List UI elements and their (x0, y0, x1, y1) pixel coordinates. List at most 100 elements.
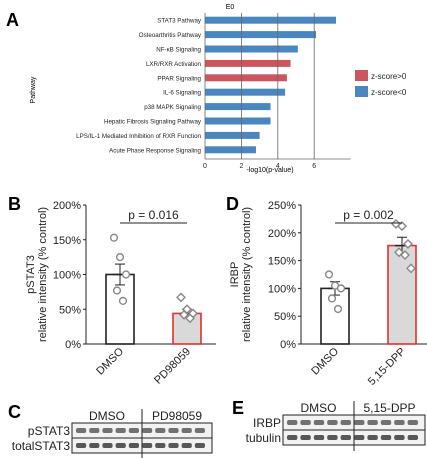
blot-e-row-label: tubulin (246, 431, 281, 445)
blot-e-band (407, 435, 418, 440)
chart-a-legend-label: z-score>0 (371, 72, 407, 81)
blot-e-band (287, 420, 298, 425)
chart-a-bar (205, 117, 271, 125)
chart-a-x-tick-label: 2 (239, 163, 243, 170)
blot-e-group-label: 5,15-DPP (363, 401, 415, 415)
chart-b-x-tick-label: PD98059 (152, 346, 193, 387)
chart-d-x-tick-label: DMSO (309, 345, 341, 377)
chart-a-category-label: LPS/IL-1 Mediated Inhibition of RXR Func… (76, 133, 201, 140)
blot-e-band (287, 435, 298, 440)
chart-d-y-tick-label: 100% (268, 283, 296, 295)
chart-b-y-tick-label: 200% (53, 200, 81, 212)
chart-b-y-tick-label: 150% (53, 235, 81, 247)
chart-b-y-tick-label: 100% (53, 270, 81, 282)
blot-c-group-label: DMSO (89, 409, 125, 423)
chart-a-category-label: LXR/RXR Activation (146, 61, 202, 68)
blot-e-band (313, 420, 325, 425)
blot-c-band (168, 443, 179, 448)
panel-d-irbp-chart: D 0% 50% 100% 150% 200% 250% IRBPrelative inte… (226, 194, 427, 388)
chart-d-y-axis-label-line: relative intensity (% control) (241, 207, 253, 342)
blot-c-band (128, 443, 139, 448)
chart-a-top-label: E0 (226, 4, 235, 11)
chart-a-category-label: PPAR Signaling (157, 75, 201, 82)
panel-b-pstat3-chart: B 0% 50% 100% 150% 200% pSTAT3relative intens… (8, 194, 216, 387)
chart-d-significance-label: p = 0.002 (343, 208, 394, 222)
chart-d-y-tick-label: 0% (280, 339, 296, 351)
chart-a-x-axis-label: -log10(p-value) (246, 167, 293, 174)
chart-a-x-tick-label: 0 (203, 163, 207, 170)
blot-c-band (194, 443, 205, 448)
blot-c-band (181, 428, 192, 433)
blot-c-band (115, 428, 126, 433)
panel-letter-c: C (8, 402, 21, 422)
chart-d-data-point (403, 238, 413, 249)
blot-e-band (394, 435, 405, 440)
chart-a-bar (205, 59, 291, 67)
chart-d-y-tick-label: 50% (274, 311, 296, 323)
blot-e-band (354, 420, 365, 425)
chart-a-legend-swatch (355, 70, 368, 81)
chart-a-x-tick-label: 4 (276, 163, 280, 170)
chart-d-bar (387, 244, 417, 345)
chart-a-bars (205, 16, 337, 154)
blot-c-band (181, 443, 192, 448)
blot-c-band (102, 428, 113, 433)
blot-c-band (76, 443, 87, 448)
chart-b-data-point (115, 253, 125, 262)
chart-d-y-tick-label: 200% (268, 228, 296, 240)
chart-b-y-axis-label-line: relative intensity (% control) (37, 207, 49, 342)
blot-c-row-label: pSTAT3 (28, 424, 71, 438)
chart-b-y-axis-label-line: pSTAT3 (25, 255, 37, 294)
blot-c-group-label: PD98059 (152, 409, 202, 423)
blot-c-band (128, 428, 139, 433)
chart-d-y-tick-label: 150% (268, 256, 296, 268)
panel-letter-b: B (8, 194, 21, 214)
chart-a-legend-label: z-score<0 (371, 88, 407, 97)
blot-e-band (327, 435, 338, 440)
blot-c-band (155, 428, 166, 433)
chart-b-data-point (179, 309, 189, 320)
chart-b-data-point (176, 292, 186, 303)
blot-e-row-label: IRBP (253, 416, 281, 430)
blot-c-band (142, 443, 153, 448)
chart-a-x-tick-label: 6 (312, 163, 316, 170)
chart-a-bar (205, 88, 286, 96)
chart-b-y-tick-label: 50% (59, 304, 81, 316)
panel-a-pathway-chart: A E0 STAT3 Pathway Osteoarthritis Pathway… (6, 4, 407, 174)
chart-a-category-label: STAT3 Pathway (157, 18, 202, 25)
chart-a-category-label: Acute Phase Response Signaling (109, 147, 201, 154)
chart-b-significance-label: p = 0.016 (128, 208, 179, 222)
blot-e-band (327, 420, 338, 425)
chart-a-category-label: Osteoarthritis Pathway (139, 32, 202, 39)
blot-c-band (102, 443, 113, 448)
chart-a-x-axis: 0 2 4 6 (203, 13, 351, 170)
chart-b-plot: 0% 50% 100% 150% 200% pSTAT3relative intensit… (25, 200, 216, 387)
blot-e-band (313, 435, 325, 440)
chart-d-x-tick-label: 5,15-DPP (366, 346, 408, 388)
chart-a-category-label: Hepatic Fibrosis Signaling Pathway (104, 119, 202, 126)
chart-d-data-point (406, 263, 416, 274)
blot-c-band (142, 428, 153, 433)
blot-c-band (89, 443, 100, 448)
blot-e-band (367, 420, 378, 425)
chart-a-category-label: IL-6 Signaling (163, 90, 201, 97)
chart-a-bar (205, 74, 287, 82)
chart-d-y-axis-label-line: IRBP (229, 262, 241, 288)
chart-a-bar (205, 103, 271, 111)
panel-letter-e: E (232, 398, 244, 418)
chart-a-bar (205, 16, 337, 24)
panel-letter-a: A (6, 10, 19, 30)
chart-d-y-axis-label: IRBPrelative intensity (% control) (229, 207, 253, 342)
blot-c-band (115, 443, 126, 448)
blot-e-band (380, 435, 392, 440)
chart-b-data-point (185, 313, 195, 324)
chart-b-data-point (121, 270, 131, 279)
chart-a-bar (205, 31, 317, 39)
blot-e-band (407, 420, 418, 425)
blot-c-band (168, 428, 179, 433)
blot-c-band (89, 428, 100, 433)
